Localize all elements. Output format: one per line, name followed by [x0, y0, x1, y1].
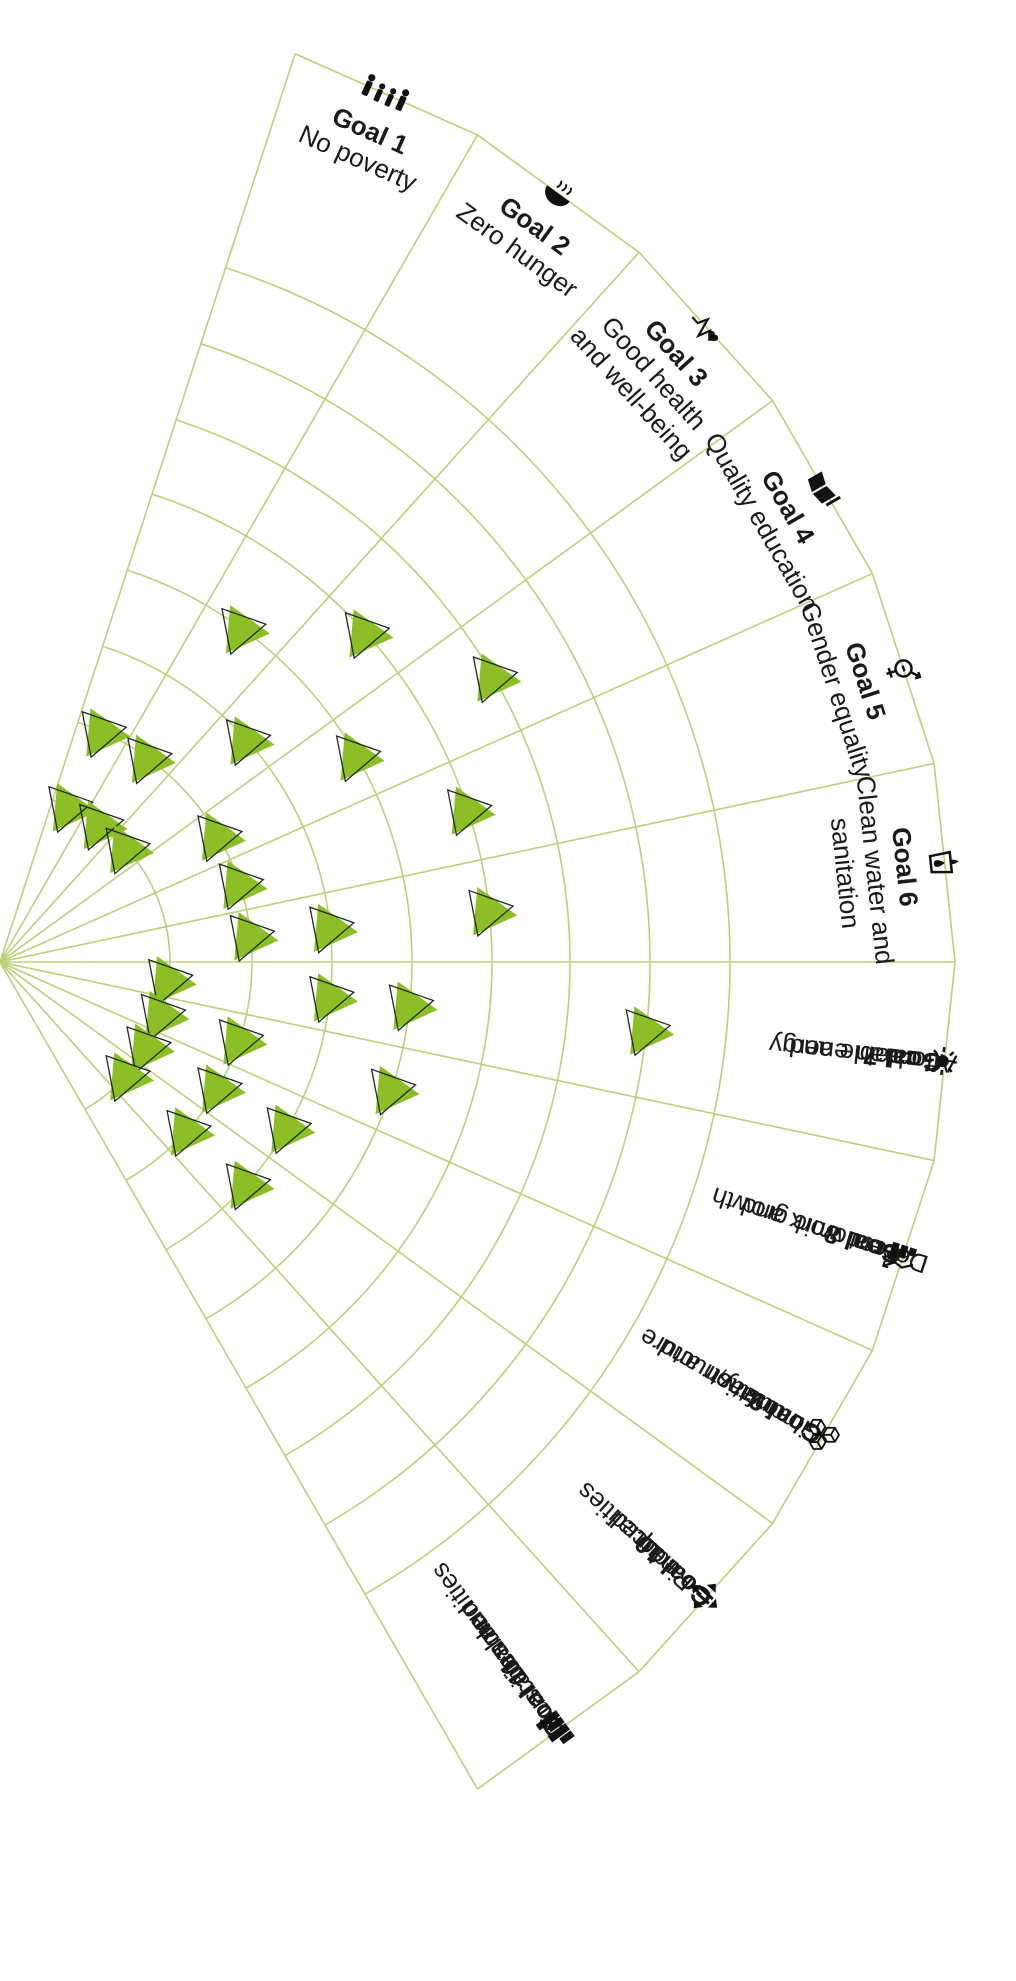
growth-chart-icon [881, 1241, 918, 1269]
goal-title-line: economic growth [708, 1181, 904, 1270]
rim-segment-4 [771, 400, 874, 574]
goal-title-line: infrastructure [634, 1322, 780, 1424]
impact-marker [221, 605, 270, 656]
impact-marker [81, 708, 131, 759]
impact-marker [225, 716, 275, 767]
goal-title-line: clean energy [768, 1030, 919, 1075]
impact-marker [78, 800, 128, 852]
sector-spoke-4 [0, 572, 873, 963]
food-bowl-icon [545, 180, 573, 207]
gender-symbol-icon [885, 659, 922, 680]
impact-marker [344, 609, 394, 660]
sector-spoke-1 [0, 134, 479, 963]
family-icon [361, 74, 410, 112]
goal-title-line: inequalities [570, 1476, 687, 1585]
sun-power-icon [928, 1047, 957, 1076]
impact-marker [370, 1065, 420, 1116]
impact-marker [166, 1107, 216, 1158]
impact-marker [197, 812, 247, 863]
ring-arc-8 [225, 266, 731, 1595]
impact-marker [446, 786, 496, 837]
sector-spoke-2 [0, 251, 640, 963]
impact-marker [468, 887, 518, 938]
impact-marker [266, 1104, 316, 1155]
ring-arc-6 [175, 419, 571, 1457]
impact-marker [335, 732, 385, 783]
goal-label-1: Goal 1No poverty [294, 74, 422, 197]
impact-marker [148, 956, 197, 1007]
impact-marker [309, 973, 358, 1024]
radar-grid [0, 53, 956, 1790]
heartbeat-icon [691, 316, 719, 341]
sector-spoke-11 [0, 961, 479, 1790]
impact-marker [472, 653, 522, 704]
ring-arc-1 [52, 799, 171, 1110]
sector-spoke-8 [0, 961, 873, 1352]
impact-marker [225, 1160, 275, 1211]
goal-title-line: communities [424, 1557, 534, 1693]
impact-marker [218, 1016, 268, 1067]
rim-segment-10 [638, 1522, 774, 1673]
impact-marker [126, 1023, 176, 1074]
ring-arc-4 [127, 569, 413, 1320]
impact-marker [197, 1064, 247, 1115]
rim-segment-3 [638, 251, 774, 402]
impact-marker [105, 824, 155, 875]
city-buildings-icon [535, 1710, 575, 1745]
sector-spoke-10 [0, 961, 640, 1673]
impact-marker [140, 990, 190, 1042]
cubes-icon [807, 1418, 841, 1450]
equality-arrows-icon [691, 1583, 718, 1609]
impact-marker [625, 1006, 675, 1057]
ring-arc-7 [200, 343, 651, 1526]
impact-markers [48, 605, 675, 1211]
sector-spoke-3 [0, 400, 774, 963]
impact-marker [388, 981, 438, 1032]
impact-marker [218, 860, 268, 911]
impact-marker [229, 912, 279, 963]
water-drop-glass-icon [928, 850, 959, 874]
book-pencil-icon [807, 471, 841, 507]
impact-marker [127, 734, 176, 785]
ring-arc-2 [77, 721, 253, 1181]
sector-spoke-0 [0, 53, 296, 963]
impact-marker [105, 1052, 155, 1103]
sector-spoke-9 [0, 961, 774, 1524]
impact-marker [48, 783, 97, 834]
sector-spoke-5 [0, 762, 935, 963]
rim-segment-1 [294, 53, 478, 136]
impact-marker [309, 903, 358, 954]
